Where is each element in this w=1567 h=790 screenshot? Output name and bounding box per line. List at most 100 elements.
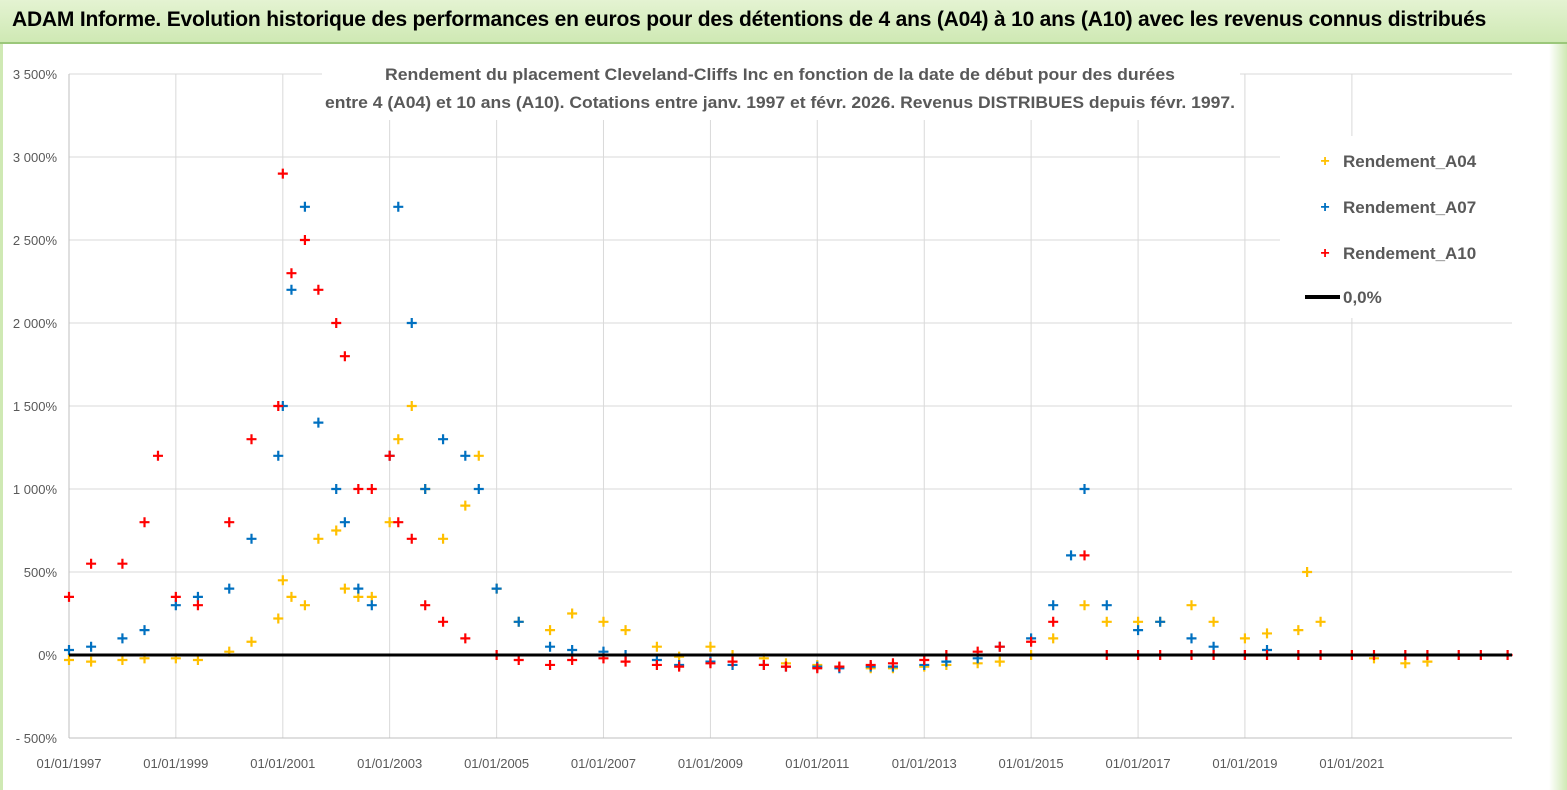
scatter-point: [152, 450, 163, 461]
scatter-point: [1155, 616, 1166, 627]
scatter-point: [705, 658, 716, 669]
y-tick-label: 0%: [38, 648, 57, 663]
scatter-point: [286, 284, 297, 295]
scatter-point: [86, 656, 97, 667]
header-banner: ADAM Informe. Evolution historique des p…: [0, 0, 1567, 44]
scatter-point: [1186, 600, 1197, 611]
x-tick-label: 01/01/2001: [250, 756, 315, 771]
series-rendement-a04: [64, 401, 1433, 674]
scatter-point: [313, 284, 324, 295]
scatter-point: [567, 654, 578, 665]
scatter-point: [598, 616, 609, 627]
scatter-point: [473, 484, 484, 494]
scatter-point: [353, 583, 364, 594]
legend-label-a07: Rendement_A07: [1343, 198, 1476, 217]
scatter-point: [1315, 616, 1326, 627]
scatter-point: [406, 401, 417, 411]
scatter-point: [1066, 550, 1077, 561]
x-tick-label: 01/01/1999: [143, 756, 208, 771]
legend-marker-a07: +: [1320, 199, 1329, 216]
x-tick-label: 01/01/2013: [892, 756, 957, 771]
x-tick-label: 01/01/2019: [1212, 756, 1277, 771]
banner-title: ADAM Informe. Evolution historique des p…: [12, 8, 1487, 31]
legend-box: [1280, 136, 1512, 318]
legend-label-a10: Rendement_A10: [1343, 244, 1476, 263]
scatter-point: [393, 201, 404, 212]
scatter-point: [1048, 616, 1059, 627]
scatter-point: [406, 533, 417, 544]
y-tick-label: - 500%: [16, 731, 58, 746]
scatter-point: [86, 641, 97, 652]
scatter-point: [64, 591, 74, 602]
scatter-point: [273, 613, 284, 624]
x-tick-label: 01/01/2005: [464, 756, 529, 771]
scatter-point: [780, 661, 791, 672]
scatter-point: [1101, 600, 1112, 611]
scatter-point: [620, 656, 631, 667]
scatter-point: [277, 168, 288, 179]
scatter-point: [277, 575, 288, 586]
series-rendement-a07: [64, 201, 1273, 674]
chart-title-line-1: Rendement du placement Cleveland-Cliffs …: [385, 65, 1175, 84]
scatter-point: [224, 583, 235, 594]
scatter-point: [224, 517, 235, 528]
legend-marker-a04: +: [1320, 153, 1329, 170]
scatter-point: [339, 583, 350, 594]
scatter-point: [331, 525, 342, 536]
scatter-point: [286, 268, 297, 279]
scatter-point: [438, 533, 449, 544]
scatter-point: [919, 654, 930, 665]
x-tick-label: 01/01/2007: [571, 756, 636, 771]
scatter-point: [834, 661, 845, 672]
scatter-point: [1302, 567, 1313, 577]
y-tick-labels: - 500% 0% 500% 1 000% 1 500% 2 000% 2 500% 3 00…: [13, 67, 58, 746]
left-border: [0, 44, 3, 790]
x-tick-label: 01/01/2015: [999, 756, 1064, 771]
scatter-point: [117, 558, 128, 569]
scatter-point: [460, 500, 471, 511]
scatter-point: [273, 401, 284, 411]
chart-title-line-2: entre 4 (A04) et 10 ans (A10). Cotations…: [325, 93, 1235, 112]
scatter-point: [286, 591, 297, 602]
scatter-point: [246, 434, 257, 445]
scatter-point: [438, 616, 449, 627]
scatter-point: [1079, 550, 1090, 561]
legend-label-zero: 0,0%: [1343, 288, 1382, 307]
scatter-point: [1101, 616, 1112, 627]
y-tick-label: 500%: [24, 565, 58, 580]
scatter-point: [64, 654, 74, 665]
scatter-point: [1293, 625, 1304, 636]
scatter-point: [420, 600, 431, 611]
scatter-point: [384, 450, 395, 461]
scatter-point: [651, 641, 662, 652]
scatter-point: [331, 484, 342, 494]
scatter-point: [420, 484, 431, 494]
scatter-point: [1079, 484, 1090, 494]
scatter-point: [620, 625, 631, 636]
scatter-point: [299, 600, 310, 611]
scatter-point: [1208, 616, 1219, 627]
scatter-point: [117, 654, 128, 665]
x-tick-label: 01/01/2009: [678, 756, 743, 771]
scatter-point: [117, 633, 128, 644]
scatter-point: [438, 434, 449, 445]
scatter-point: [513, 616, 524, 627]
title-backdrop: [322, 58, 1240, 120]
scatter-point: [1079, 600, 1090, 611]
scatter-point: [1133, 625, 1144, 636]
scatter-point: [339, 351, 350, 362]
scatter-point: [393, 517, 404, 528]
scatter-point: [1262, 628, 1273, 639]
scatter-point: [1186, 633, 1197, 644]
scatter-point: [339, 517, 350, 528]
scatter-point: [473, 450, 484, 461]
scatter-point: [192, 600, 203, 611]
scatter-point: [1048, 600, 1059, 611]
y-tick-label: 2 000%: [13, 316, 58, 331]
scatter-point: [491, 583, 502, 594]
x-tick-label: 01/01/2021: [1319, 756, 1384, 771]
chart-grid: [68, 73, 1512, 739]
scatter-point: [1026, 636, 1037, 647]
scatter-point: [1239, 633, 1250, 644]
